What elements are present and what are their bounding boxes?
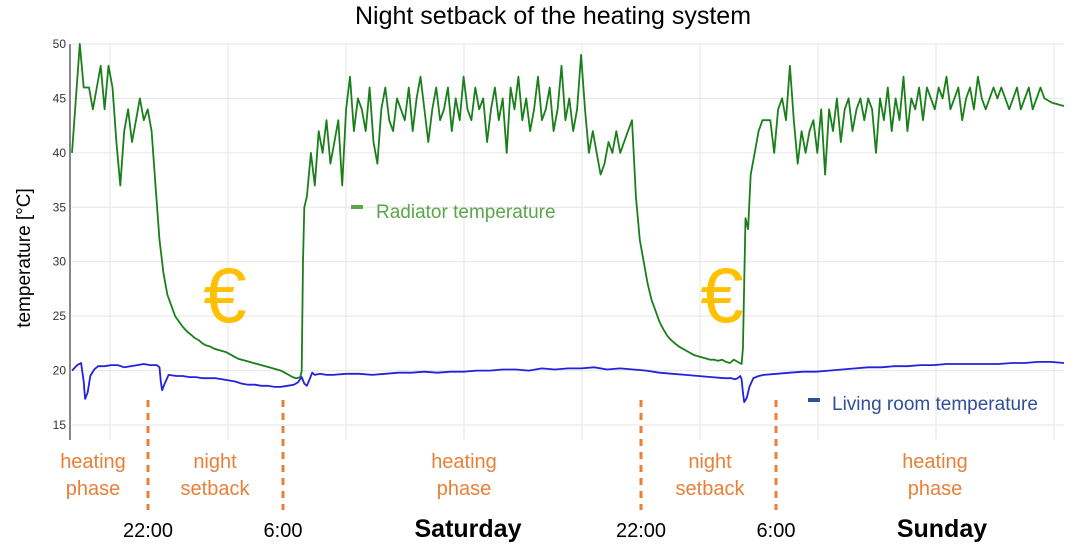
x-tick-2: 6:00 xyxy=(264,520,303,542)
phase-label-2-line1: heating xyxy=(431,451,497,473)
y-tick-3: 30 xyxy=(53,255,67,269)
phase-label-2-line2: phase xyxy=(437,478,492,500)
y-tick-7: 50 xyxy=(53,37,67,51)
phase-label-0-line2: phase xyxy=(66,478,121,500)
y-axis-label: temperature [°C] xyxy=(14,188,35,328)
phase-label-1-line2: setback xyxy=(181,478,251,500)
day-label-saturday: Saturday xyxy=(415,515,522,543)
radiator-temperature-line xyxy=(71,43,1065,380)
x-tick-3: 22:00 xyxy=(616,520,666,542)
day-label-sunday: Sunday xyxy=(897,515,987,543)
euro-symbol-1: € xyxy=(203,251,246,339)
radiator-legend-label: Radiator temperature xyxy=(376,202,556,223)
y-tick-6: 45 xyxy=(53,91,67,105)
x-tick-1: 22:00 xyxy=(123,520,173,542)
radiator-legend-swatch xyxy=(351,205,363,209)
chart-title: Night setback of the heating system xyxy=(355,2,751,30)
phase-label-1-line1: night xyxy=(193,451,237,473)
phase-label-3-line2: setback xyxy=(676,478,746,500)
phase-labels: heating phase night setback heating phase nigh… xyxy=(60,451,968,500)
living-room-temperature-line xyxy=(71,361,1065,403)
y-tick-1: 20 xyxy=(53,364,67,378)
y-tick-0: 15 xyxy=(53,418,67,432)
y-tick-5: 40 xyxy=(53,146,67,160)
setback-markers xyxy=(146,400,778,510)
x-tick-4: 6:00 xyxy=(757,520,796,542)
living-room-legend-label: Living room temperature xyxy=(832,394,1038,415)
living-room-legend-swatch xyxy=(808,398,820,402)
phase-label-3-line1: night xyxy=(688,451,732,473)
y-tick-2: 25 xyxy=(53,309,67,323)
euro-symbol-2: € xyxy=(700,251,743,339)
y-axis: 15 20 25 30 35 40 45 50 xyxy=(53,37,67,432)
phase-label-4-line1: heating xyxy=(902,451,968,473)
y-tick-4: 35 xyxy=(53,200,67,214)
phase-label-0-line1: heating xyxy=(60,451,126,473)
phase-label-4-line2: phase xyxy=(908,478,963,500)
